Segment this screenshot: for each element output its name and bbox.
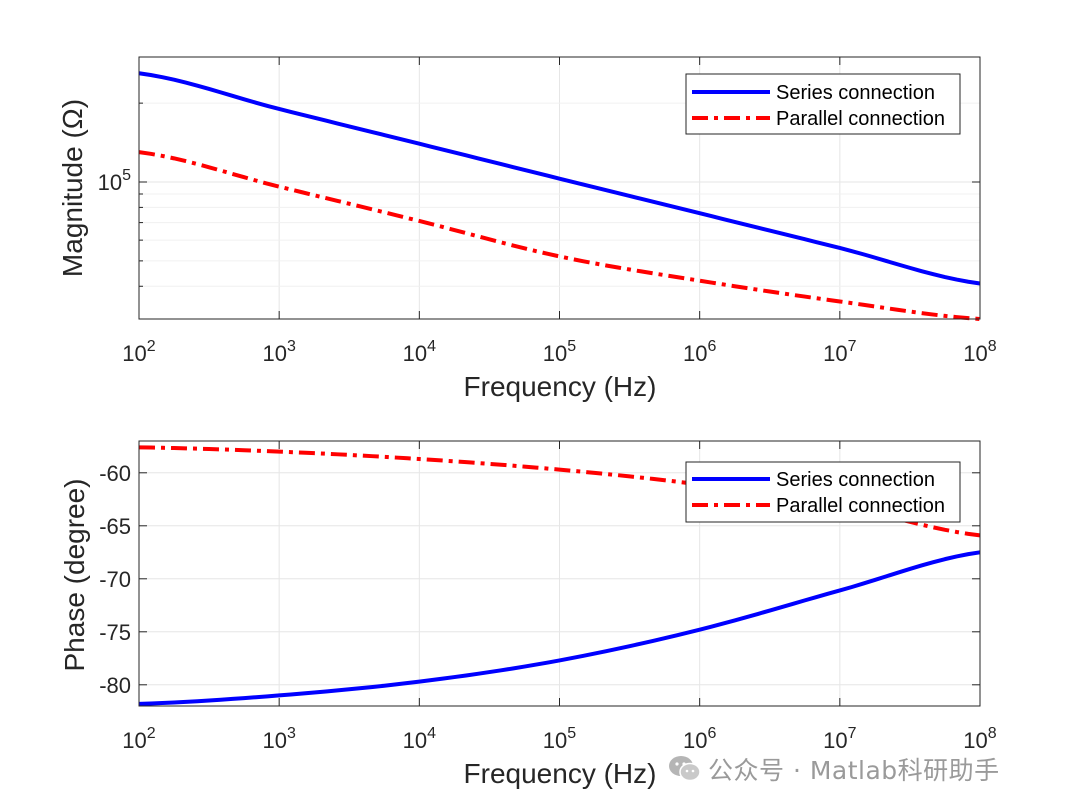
- magnitude-xtick-label: 102: [122, 338, 155, 366]
- phase-ytick-label: -75: [99, 620, 131, 645]
- phase-xtick-label: 106: [683, 725, 716, 753]
- magnitude-legend-series-label: Series connection: [776, 82, 935, 104]
- magnitude-legend: Series connection Parallel connection: [685, 73, 961, 135]
- magnitude-xtick-label: 108: [963, 338, 996, 366]
- magnitude-ylabel: Magnitude (Ω): [57, 99, 88, 277]
- phase-ytick-label: -60: [99, 461, 131, 486]
- magnitude-legend-box: [685, 73, 961, 135]
- magnitude-xtick-label: 107: [823, 338, 856, 366]
- watermark: 公众号 · Matlab科研助手: [668, 752, 1000, 786]
- magnitude-legend-parallel-label: Parallel connection: [776, 108, 945, 130]
- magnitude-ytick-label: 105: [98, 167, 131, 195]
- phase-ylabel: Phase (degree): [59, 478, 90, 671]
- magnitude-xtick-label: 104: [403, 338, 436, 366]
- magnitude-series: [138, 71, 981, 321]
- phase-series-series-connection-line: [138, 550, 981, 706]
- watermark-text: 公众号 · Matlab科研助手: [708, 756, 1000, 785]
- magnitude-grid: [138, 57, 981, 319]
- phase-series: [138, 445, 981, 706]
- magnitude-xlabel: Frequency (Hz): [464, 371, 657, 402]
- phase-legend: Series connection Parallel connection: [685, 461, 961, 523]
- magnitude-series-series-connection-line: [138, 71, 981, 286]
- wechat-icon: [669, 756, 701, 782]
- phase-xlabel: Frequency (Hz): [464, 758, 657, 789]
- magnitude-xtick-label: 103: [262, 338, 295, 366]
- magnitude-xtick-label: 105: [543, 338, 576, 366]
- phase-xtick-label: 105: [543, 725, 576, 753]
- phase-ytick-label: -65: [99, 514, 131, 539]
- phase-legend-box: [685, 461, 961, 523]
- phase-plot: 102 103 104 105 106 107 108 -60 -65 -70 -75 -80 Fre…: [59, 440, 997, 789]
- phase-xtick-label: 102: [122, 725, 155, 753]
- phase-xtick-label: 108: [963, 725, 996, 753]
- phase-legend-series-label: Series connection: [776, 469, 935, 491]
- phase-legend-parallel-label: Parallel connection: [776, 495, 945, 517]
- magnitude-series-parallel-connection-line: [138, 150, 981, 321]
- phase-xtick-label: 103: [262, 725, 295, 753]
- phase-xtick-label: 107: [823, 725, 856, 753]
- phase-ticks: 102 103 104 105 106 107 108 -60 -65 -70 -75 -80: [99, 441, 997, 753]
- magnitude-xtick-label: 106: [683, 338, 716, 366]
- phase-xtick-label: 104: [403, 725, 436, 753]
- phase-ytick-label: -80: [99, 673, 131, 698]
- phase-series-parallel-connection-line: [138, 445, 981, 538]
- magnitude-ticks: 102 103 104 105 106 107 108 105: [98, 57, 997, 366]
- phase-ytick-label: -70: [99, 567, 131, 592]
